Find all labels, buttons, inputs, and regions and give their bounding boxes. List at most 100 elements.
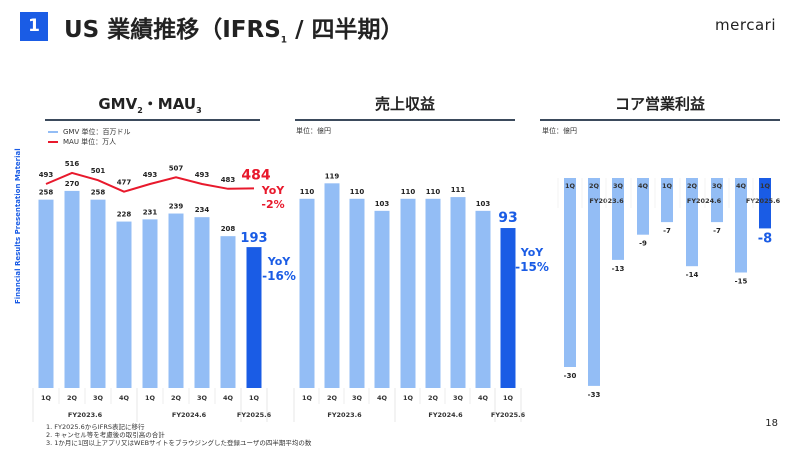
revenue-bar (500, 228, 516, 388)
gmv-bar (220, 236, 236, 388)
x-tick-label: 1Q (403, 394, 414, 402)
revenue-unit: 単位：億円 (296, 127, 331, 135)
gmv-bar (90, 199, 106, 388)
x-tick-label: 4Q (377, 394, 388, 402)
x-tick-label: 1Q (249, 394, 260, 402)
gmv-data-label: 270 (65, 180, 80, 188)
x-tick-label: 2Q (327, 394, 338, 402)
revenue-yoy-label: YoY (520, 246, 545, 259)
core-op-bar (735, 178, 747, 273)
core-op-data-label: -33 (588, 391, 601, 399)
revenue-bar (400, 198, 416, 388)
gmv-bar (246, 247, 262, 388)
gmv-data-label: 258 (39, 189, 54, 197)
core-op-data-label: -7 (663, 227, 671, 235)
gmv-bar (38, 199, 54, 388)
divider (295, 119, 515, 121)
gmv-mau-chart-title: GMV2・MAU3 (98, 95, 202, 115)
core-op-bar (711, 178, 723, 223)
footnote-2: 2. キャンセル等を考慮後の取引高の合計 (46, 431, 165, 439)
gmv-data-label: 228 (117, 211, 132, 219)
divider (45, 119, 260, 121)
x-tick-label: 1Q (145, 394, 156, 402)
divider (540, 119, 780, 121)
mau-data-label: 477 (117, 179, 132, 187)
mau-yoy-value: -2% (261, 198, 284, 211)
gmv-data-label: 239 (169, 203, 184, 211)
gmv-bar (142, 219, 158, 388)
mau-line (45, 171, 255, 193)
x-tick-label: 4Q (638, 182, 649, 190)
legend-gmv-swatch (48, 131, 58, 133)
x-tick-label: 1Q (302, 394, 313, 402)
mau-data-label: 507 (169, 164, 184, 172)
revenue-bar (425, 198, 441, 388)
core-op-bar (588, 178, 600, 386)
page-number: 18 (765, 418, 778, 429)
gmv-bar (116, 221, 132, 388)
gmv-data-label: 208 (221, 225, 236, 233)
gmv-bar (168, 213, 184, 388)
group-label: FY2025.6 (746, 197, 781, 205)
core-op-bar (686, 178, 698, 267)
core-op-data-label: -7 (713, 227, 721, 235)
core-op-bar (612, 178, 624, 260)
mau-data-label: 501 (91, 167, 106, 175)
revenue-bar (374, 210, 390, 388)
group-label: FY2024.6 (428, 411, 463, 419)
x-tick-label: 2Q (67, 394, 78, 402)
revenue-data-label: 103 (375, 200, 390, 208)
gmv-yoy-label: YoY (267, 255, 292, 268)
x-tick-label: 1Q (503, 394, 514, 402)
core-op-chart-title: コア営業利益 (614, 95, 705, 113)
x-tick-label: 4Q (478, 394, 489, 402)
x-tick-label: 3Q (93, 394, 104, 402)
core-op-bar (759, 178, 771, 229)
page-title: US 業績推移（IFRS1 / 四半期） (64, 17, 404, 46)
footnote-1: 1. FY2025.6からIFRS表記に移行 (46, 423, 145, 431)
x-tick-label: 2Q (687, 182, 698, 190)
mau-data-label: 493 (39, 171, 54, 179)
revenue-data-label: 103 (476, 200, 491, 208)
x-tick-label: 4Q (736, 182, 747, 190)
core-op-data-label: -14 (686, 271, 699, 279)
gmv-bar (64, 190, 80, 388)
group-label: FY2023.6 (327, 411, 362, 419)
mau-data-label: 516 (65, 160, 80, 168)
revenue-data-label: 93 (498, 210, 517, 226)
revenue-data-label: 110 (401, 188, 416, 196)
group-label: FY2023.6 (589, 197, 624, 205)
mercari-logo: mercari (715, 16, 776, 34)
revenue-data-label: 111 (451, 186, 466, 194)
revenue-bar (475, 210, 491, 388)
x-tick-label: 3Q (197, 394, 208, 402)
x-tick-label: 1Q (41, 394, 52, 402)
core-op-unit: 単位：億円 (542, 127, 577, 135)
mau-data-label: 483 (221, 176, 236, 184)
core-op-bar (637, 178, 649, 235)
gmv-data-label: 258 (91, 189, 106, 197)
group-label: FY2023.6 (68, 411, 103, 419)
core-op-data-label: -30 (564, 372, 577, 380)
legend-mau-swatch (48, 141, 58, 143)
gmv-yoy-value: -16% (262, 269, 296, 283)
core-op-bar (564, 178, 576, 367)
revenue-data-label: 119 (325, 172, 340, 180)
section-number-badge: 1 (20, 12, 48, 41)
group-label: FY2024.6 (172, 411, 207, 419)
x-tick-label: 1Q (760, 182, 771, 190)
revenue-data-label: 110 (300, 188, 315, 196)
group-label: FY2025.6 (491, 411, 526, 419)
revenue-data-label: 110 (426, 188, 441, 196)
revenue-chart-title: 売上収益 (374, 95, 435, 113)
gmv-data-label: 231 (143, 208, 158, 216)
footnotes: 1. FY2025.6からIFRS表記に移行 2. キャンセル等を考慮後の取引高… (46, 423, 311, 447)
x-tick-label: 2Q (589, 182, 600, 190)
core-op-bar (661, 178, 673, 223)
mau-data-label: 493 (143, 171, 158, 179)
x-tick-label: 4Q (119, 394, 130, 402)
gmv-bar (194, 217, 210, 388)
legend-mau: MAU 単位：万人 (48, 137, 116, 147)
footnote-3: 3. 1か月に1回以上アプリ又はWEBサイトをブラウジングした登録ユーザの四半期… (46, 439, 312, 447)
